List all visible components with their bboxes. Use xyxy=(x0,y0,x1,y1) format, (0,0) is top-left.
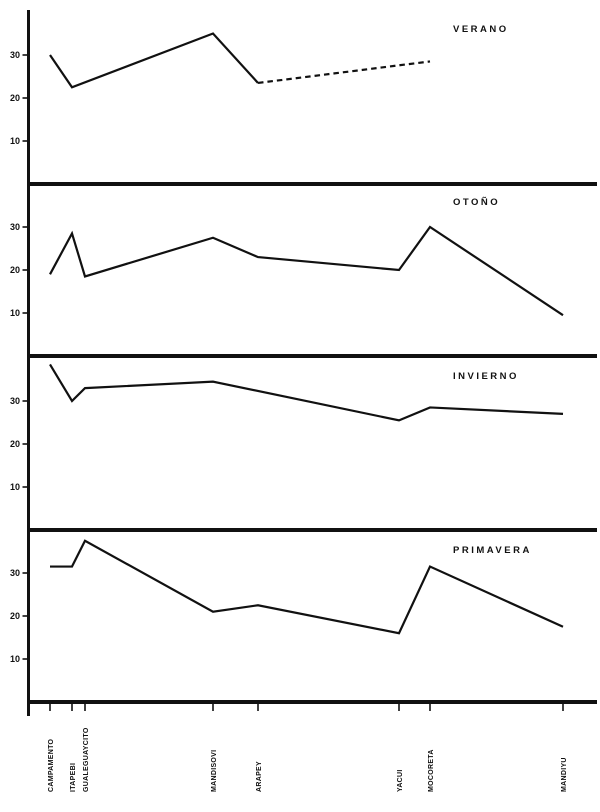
y-tick-label: 20 xyxy=(10,439,20,449)
station-label-gualeguaycito: GUALEGUAYCITO xyxy=(83,727,90,792)
y-tick-label: 10 xyxy=(10,654,20,664)
series-line-verano-dashed xyxy=(257,60,431,85)
y-tick-label: 30 xyxy=(10,50,20,60)
panel-separator xyxy=(27,354,597,358)
station-label-campamento: CAMPAMENTO xyxy=(48,738,55,792)
panel-title-otoo: OTOÑO xyxy=(453,197,500,208)
series-line-otono-solid xyxy=(49,225,564,317)
panel-title-primavera: PRIMAVERA xyxy=(453,545,532,556)
series-line-primavera-solid xyxy=(50,539,564,635)
panel-title-verano: VERANO xyxy=(453,24,509,35)
y-tick-label: 10 xyxy=(10,136,20,146)
station-label-mandiyu: MANDIYU xyxy=(561,757,568,792)
panel-separator xyxy=(27,528,597,532)
y-tick-label: 10 xyxy=(10,308,20,318)
series-line-verano-solid xyxy=(49,32,259,89)
y-tick-label: 30 xyxy=(10,396,20,406)
station-label-mocoreta: MOCORETA xyxy=(428,749,435,792)
panel-title-invierno: INVIERNO xyxy=(453,371,519,382)
y-tick-label: 30 xyxy=(10,222,20,232)
x-axis-line xyxy=(27,700,597,704)
y-tick-label: 30 xyxy=(10,568,20,578)
panel-separator xyxy=(27,182,597,186)
station-label-mandisovi: MANDISOVI xyxy=(211,750,218,792)
series-line-invierno-solid xyxy=(49,363,564,422)
station-label-yacui: YACUI xyxy=(397,769,404,792)
station-label-arapey: ARAPEY xyxy=(256,761,263,792)
y-tick-label: 10 xyxy=(10,482,20,492)
y-tick-label: 20 xyxy=(10,611,20,621)
station-label-itapebi: ITAPEBI xyxy=(70,763,77,792)
y-tick-label: 20 xyxy=(10,265,20,275)
y-tick-label: 20 xyxy=(10,93,20,103)
